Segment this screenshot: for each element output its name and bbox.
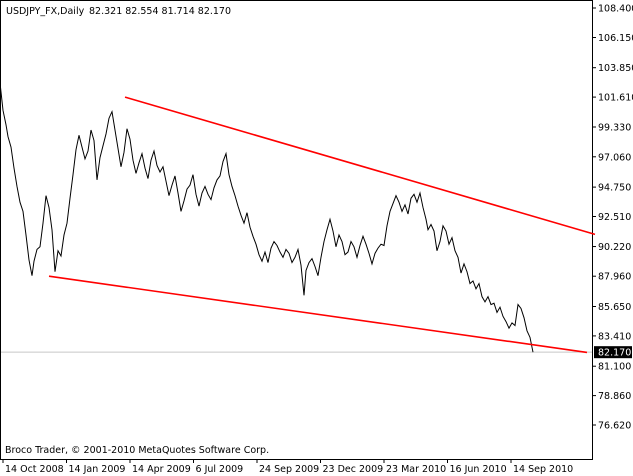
x-tick-label: 14 Apr 2009 — [132, 464, 191, 475]
chart-ohlc-values: 82.321 82.554 81.714 82.170 — [89, 6, 231, 17]
y-tick-label: 97.060 — [598, 152, 631, 163]
y-axis: 108.400 106.150 103.850 101.610 99.330 97.060… — [592, 4, 633, 432]
x-tick-label: 23 Dec 2009 — [323, 464, 384, 475]
chart-symbol-label: USDJPY_FX,Daily — [6, 6, 85, 17]
trendline-upper — [124, 96, 596, 236]
y-tick-label: 81.100 — [598, 362, 631, 373]
x-axis: 14 Oct 2008 14 Jan 2009 14 Apr 2009 6 Jul 2… — [2, 459, 573, 475]
current-price-tag: 82.170 — [594, 346, 632, 359]
x-tick-label: 24 Sep 2009 — [259, 464, 319, 475]
y-tick-label: 92.510 — [598, 212, 631, 223]
y-tick-label: 108.400 — [598, 4, 633, 15]
y-tick-label: 99.330 — [598, 123, 631, 134]
price-line-close — [0, 82, 534, 353]
current-price-tag-bg — [594, 346, 632, 359]
y-tick-label: 78.860 — [598, 391, 631, 402]
copyright-text: Broco Trader, © 2001-2010 MetaQuotes Sof… — [5, 445, 269, 456]
price-series — [0, 82, 534, 353]
y-tick-label: 101.610 — [598, 93, 633, 104]
y-tick-label: 103.850 — [598, 63, 633, 74]
trendlines — [48, 96, 596, 354]
y-tick-label: 87.960 — [598, 272, 631, 283]
x-tick-label: 14 Sep 2010 — [513, 464, 573, 475]
y-tick-label: 83.410 — [598, 331, 631, 342]
y-tick-label: 94.750 — [598, 183, 631, 194]
trendline-lower — [48, 275, 588, 354]
x-tick-label: 23 Mar 2010 — [386, 464, 446, 475]
y-tick-label: 85.650 — [598, 302, 631, 313]
x-tick-label: 14 Jan 2009 — [69, 464, 126, 475]
plot-frame — [0, 0, 593, 460]
y-tick-label: 106.150 — [598, 33, 633, 44]
y-tick-label: 90.220 — [598, 242, 631, 253]
x-tick-label: 14 Oct 2008 — [5, 464, 64, 475]
x-tick-label: 6 Jul 2009 — [196, 464, 244, 475]
current-price-value: 82.170 — [598, 348, 631, 359]
x-tick-label: 16 Jun 2010 — [450, 464, 507, 475]
y-tick-label: 76.620 — [598, 421, 631, 432]
